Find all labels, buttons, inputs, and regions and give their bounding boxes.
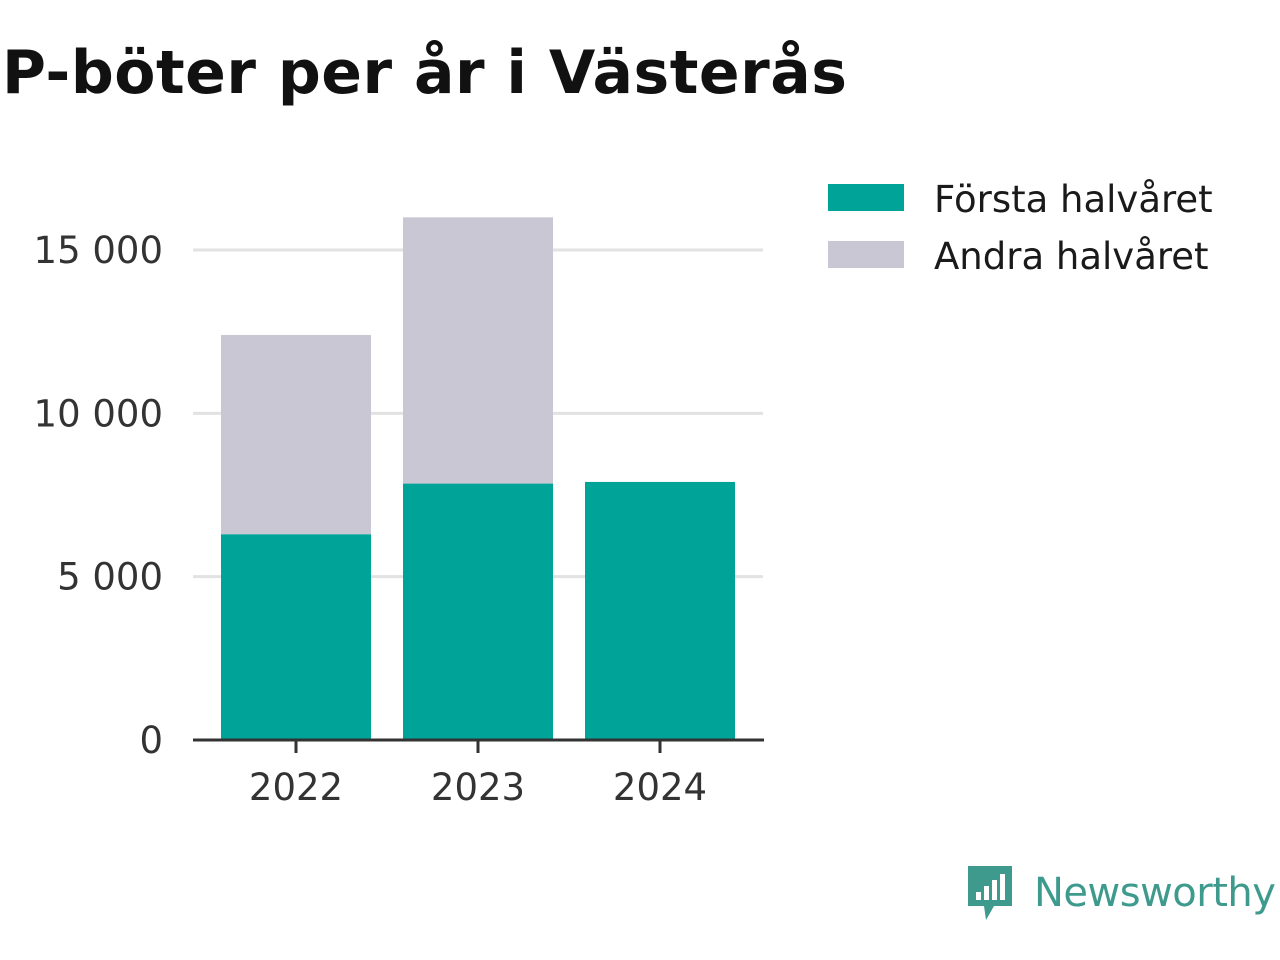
- bar-2024-series-1: [585, 481, 735, 740]
- legend: Första halvåret Andra halvåret: [828, 178, 1213, 278]
- brand-name: Newsworthy: [1034, 870, 1276, 916]
- bar-2023-series-1: [403, 483, 553, 740]
- legend-swatch: [828, 241, 904, 268]
- bars: [221, 217, 735, 740]
- y-axis-ticks: 0 5 000 10 000 15 000: [34, 229, 163, 762]
- y-tick-label: 15 000: [34, 229, 163, 272]
- x-axis: [193, 738, 764, 753]
- newsworthy-logo-icon: [968, 866, 1012, 920]
- x-axis-ticks: 2022 2023 2024: [249, 766, 707, 809]
- legend-swatch: [828, 184, 904, 211]
- chart-title: P-böter per år i Västerås: [2, 38, 848, 108]
- newsworthy-logo: Newsworthy: [964, 862, 1276, 924]
- y-tick-label: 5 000: [57, 556, 163, 599]
- x-tick-label: 2024: [613, 766, 707, 809]
- x-tick-label: 2022: [249, 766, 343, 809]
- legend-label: Första halvåret: [934, 178, 1213, 221]
- x-tick-label: 2023: [431, 766, 525, 809]
- y-tick-label: 0: [139, 719, 163, 762]
- bar-2023-series-2: [403, 217, 553, 484]
- bar-2022-series-2: [221, 334, 371, 535]
- y-tick-label: 10 000: [34, 392, 163, 435]
- legend-label: Andra halvåret: [934, 235, 1209, 278]
- bar-2022-series-1: [221, 534, 371, 740]
